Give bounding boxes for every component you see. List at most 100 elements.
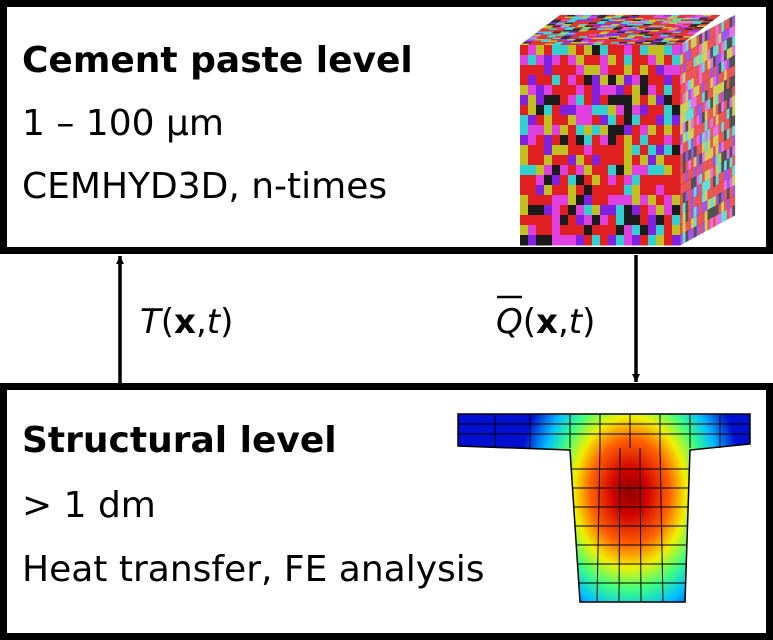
- voxel: [538, 35, 549, 38]
- voxel: [691, 57, 694, 70]
- voxel: [721, 120, 725, 133]
- voxel: [520, 155, 529, 166]
- voxel: [694, 14, 705, 17]
- voxel: [668, 22, 679, 24]
- voxel: [642, 35, 653, 38]
- voxel: [560, 19, 571, 21]
- voxel: [600, 235, 609, 246]
- voxel: [680, 133, 683, 146]
- voxel: [586, 41, 597, 44]
- voxel: [726, 57, 730, 70]
- voxel: [710, 136, 714, 149]
- voxel: [726, 147, 730, 160]
- voxel: [632, 165, 641, 176]
- voxel: [598, 14, 609, 17]
- voxel: [693, 45, 697, 58]
- voxel: [606, 26, 617, 29]
- voxel: [660, 28, 671, 30]
- voxel: [729, 166, 733, 179]
- voxel: [638, 38, 649, 41]
- voxel: [634, 41, 645, 44]
- voxel: [664, 85, 673, 96]
- voxel: [618, 23, 629, 26]
- voxel: [729, 126, 733, 139]
- voxel: [528, 55, 537, 66]
- voxel: [702, 31, 705, 44]
- voxel: [680, 63, 683, 76]
- voxel: [729, 96, 733, 109]
- voxel: [592, 205, 601, 216]
- voxel: [620, 16, 631, 18]
- voxel: [710, 66, 714, 79]
- voxel: [691, 177, 694, 190]
- voxel: [654, 38, 665, 41]
- voxel: [562, 35, 573, 38]
- voxel: [650, 41, 661, 44]
- voxel: [682, 41, 686, 54]
- voxel: [590, 14, 601, 17]
- voxel: [528, 115, 537, 126]
- voxel: [696, 64, 700, 77]
- voxel: [702, 91, 705, 104]
- voxel: [520, 195, 529, 206]
- voxel: [600, 125, 609, 136]
- voxel: [544, 195, 553, 206]
- voxel: [582, 20, 593, 23]
- voxel: [732, 44, 736, 57]
- voxel: [564, 28, 575, 30]
- arrow-label: Q(x,t): [496, 302, 595, 342]
- voxel: [588, 16, 599, 18]
- voxel: [624, 145, 633, 156]
- voxel: [584, 95, 593, 106]
- voxel: [693, 95, 697, 108]
- voxel: [582, 38, 593, 41]
- voxel: [648, 195, 657, 206]
- voxel: [584, 175, 593, 186]
- voxel: [536, 45, 545, 56]
- mesh-line: [639, 447, 642, 603]
- voxel: [682, 111, 686, 124]
- voxel: [652, 34, 663, 36]
- voxel: [640, 215, 649, 226]
- voxel: [568, 195, 577, 206]
- voxel: [721, 130, 725, 143]
- voxel: [586, 23, 597, 26]
- voxel: [580, 22, 591, 24]
- voxel: [704, 139, 708, 152]
- voxel: [600, 115, 609, 126]
- voxel: [608, 235, 617, 246]
- voxel: [715, 93, 719, 106]
- voxel: [691, 157, 694, 170]
- voxel: [724, 89, 727, 102]
- voxel: [732, 104, 736, 117]
- voxel: [654, 20, 665, 23]
- voxel: [704, 109, 708, 122]
- voxel: [630, 20, 641, 23]
- voxel: [648, 165, 657, 176]
- voxel: [532, 40, 543, 42]
- voxel: [568, 55, 577, 66]
- voxel: [560, 125, 569, 136]
- voxel: [672, 45, 681, 56]
- voxel: [710, 14, 721, 17]
- voxel: [729, 16, 733, 29]
- voxel: [596, 22, 607, 24]
- voxel: [544, 45, 553, 56]
- voxel: [600, 75, 609, 86]
- voxel: [672, 155, 681, 166]
- voxel: [606, 14, 617, 17]
- voxel: [729, 26, 733, 39]
- voxel: [650, 23, 661, 26]
- voxel: [568, 225, 577, 236]
- voxel: [612, 34, 623, 36]
- voxel: [560, 37, 571, 39]
- voxel: [554, 35, 565, 38]
- voxel: [704, 149, 708, 162]
- voxel: [696, 204, 700, 217]
- voxel: [726, 87, 730, 100]
- voxel: [552, 135, 561, 146]
- voxel: [718, 62, 722, 75]
- voxel: [707, 198, 711, 211]
- voxel: [658, 23, 669, 26]
- voxel: [691, 147, 694, 160]
